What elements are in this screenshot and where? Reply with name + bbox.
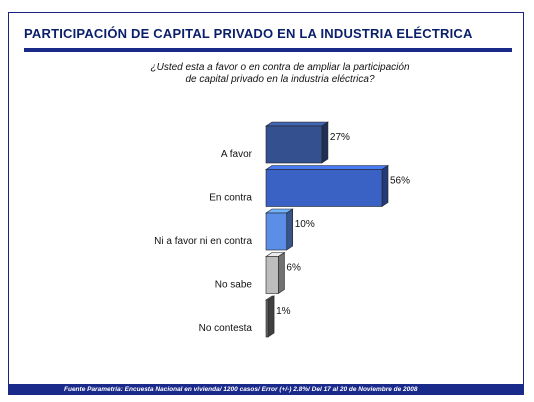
value-label: 6%: [286, 263, 301, 274]
source-footer: Fuente Parametría: Encuesta Nacional en …: [8, 384, 524, 395]
category-label: Ni a favor ni en contra: [154, 236, 252, 247]
page-title: PARTICIPACIÓN DE CAPITAL PRIVADO EN LA I…: [24, 26, 473, 41]
value-label: 1%: [276, 306, 291, 317]
bar-a-favor: [265, 125, 323, 164]
value-label: 10%: [295, 219, 315, 230]
bar-side-face: [278, 251, 285, 295]
category-label: En contra: [209, 193, 252, 204]
bar-ni-a-favor-ni-en-contra: [265, 212, 288, 251]
bar-side-face: [267, 295, 275, 338]
value-label: 27%: [330, 132, 350, 143]
category-label: A favor: [221, 149, 253, 160]
bar-side-face: [321, 121, 329, 164]
bar-no-sabe: [265, 256, 279, 294]
title-underline: [24, 48, 512, 52]
bar-top-face: [265, 165, 389, 170]
bar-side-face: [381, 164, 389, 208]
survey-question: ¿Usted esta a favor o en contra de ampli…: [100, 62, 460, 86]
bar-en-contra: [265, 169, 383, 207]
bar-top-face: [265, 121, 329, 127]
question-line-1: ¿Usted esta a favor o en contra de ampli…: [150, 62, 410, 73]
category-label: No sabe: [215, 280, 253, 291]
bar-side-face: [286, 208, 294, 251]
question-line-2: de capital privado en la industria eléct…: [185, 74, 375, 85]
value-label: 56%: [390, 176, 410, 187]
category-label: No contesta: [199, 323, 253, 334]
bar-no-contesta: [265, 299, 269, 338]
